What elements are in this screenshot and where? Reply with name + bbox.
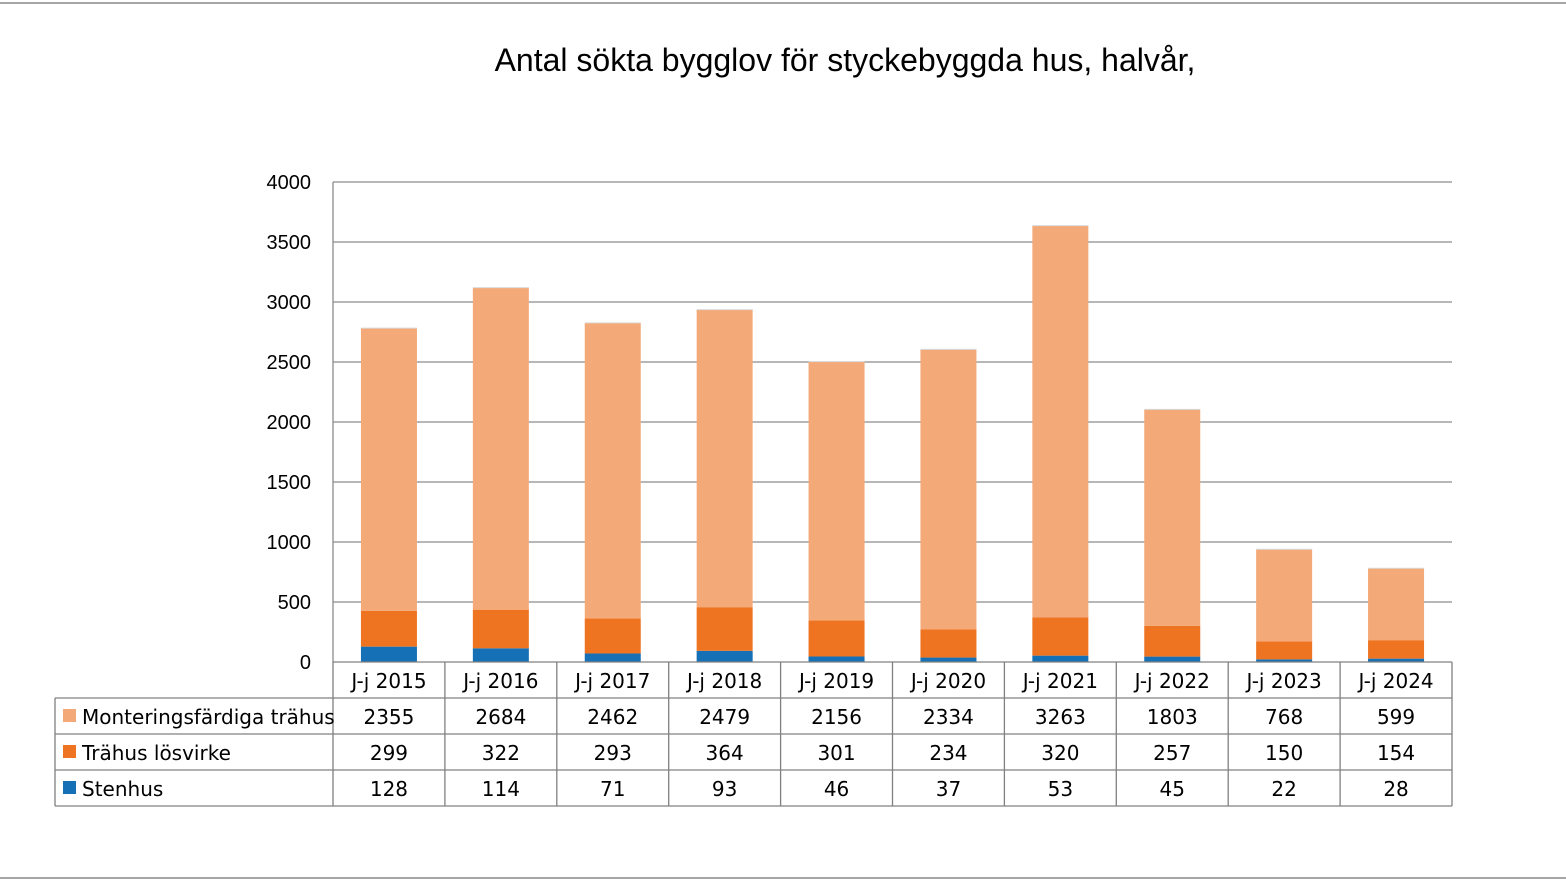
data-table-value: 320 <box>1041 741 1079 765</box>
bar-monteringsfardiga-trahus <box>1144 409 1201 626</box>
data-table-value: 2334 <box>923 705 974 729</box>
x-category-label: J-j 2018 <box>685 669 762 693</box>
data-table-value: 768 <box>1265 705 1303 729</box>
bar-monteringsfardiga-trahus <box>1032 225 1089 618</box>
data-table-value: 1803 <box>1147 705 1198 729</box>
x-category-label: J-j 2023 <box>1245 669 1322 693</box>
y-axis: 0 500 1000 1500 2000 2500 3000 3500 4000 <box>267 172 334 674</box>
data-table-value: 3263 <box>1035 705 1086 729</box>
data-table-value: 46 <box>824 777 849 801</box>
y-tick-label: 3500 <box>267 232 312 254</box>
bar-trahus-losvirke <box>1032 617 1089 656</box>
x-category-label: J-j 2024 <box>1356 669 1433 693</box>
bar-trahus-losvirke <box>1256 641 1313 660</box>
bar-trahus-losvirke <box>696 607 753 651</box>
data-table-value: 299 <box>370 741 408 765</box>
bar-monteringsfardiga-trahus <box>584 322 641 619</box>
legend-label: Monteringsfärdiga trähus <box>82 705 335 729</box>
legend-label: Stenhus <box>82 777 163 801</box>
bar-monteringsfardiga-trahus <box>696 309 753 608</box>
bar-stenhus <box>584 653 641 662</box>
x-category-label: J-j 2015 <box>349 669 426 693</box>
bar-trahus-losvirke <box>472 609 529 649</box>
bottom-border <box>0 877 1566 879</box>
data-table-value: 322 <box>482 741 520 765</box>
bar-trahus-losvirke <box>920 629 977 658</box>
bar-stenhus <box>920 657 977 662</box>
data-table-value: 234 <box>929 741 967 765</box>
bar-monteringsfardiga-trahus <box>1256 549 1313 642</box>
data-table-value: 2684 <box>475 705 526 729</box>
bar-stenhus <box>1256 659 1313 662</box>
data-table-value: 22 <box>1271 777 1296 801</box>
legend-label: Trähus lösvirke <box>81 741 231 765</box>
data-table-value: 2355 <box>363 705 414 729</box>
bars <box>360 225 1425 662</box>
bar-trahus-losvirke <box>1368 640 1425 659</box>
bar-stenhus <box>360 646 417 662</box>
y-tick-label: 1500 <box>267 472 312 494</box>
bar-stenhus <box>472 648 529 662</box>
legend-key-trahus-losvirke <box>63 745 76 758</box>
data-table-value: 2479 <box>699 705 750 729</box>
data-table: J-j 2015 J-j 2016 J-j 2017 J-j 2018 J-j 2019… <box>54 661 1453 807</box>
legend-key-stenhus <box>63 781 76 794</box>
data-table-value: 53 <box>1048 777 1073 801</box>
data-table-value: 45 <box>1160 777 1185 801</box>
data-table-value: 301 <box>817 741 855 765</box>
bar-trahus-losvirke <box>360 610 417 647</box>
data-table-value: 2462 <box>587 705 638 729</box>
x-category-label: J-j 2017 <box>573 669 650 693</box>
y-tick-label: 2000 <box>267 412 312 434</box>
bar-monteringsfardiga-trahus <box>920 349 977 630</box>
bar-monteringsfardiga-trahus <box>1368 568 1425 641</box>
legend-key-monteringsfardiga-trahus <box>63 709 76 722</box>
data-table-value: 37 <box>936 777 961 801</box>
bar-monteringsfardiga-trahus <box>808 361 865 621</box>
y-tick-label: 3000 <box>267 292 312 314</box>
x-category-label: J-j 2022 <box>1133 669 1210 693</box>
bar-stenhus <box>696 650 753 662</box>
data-table-value: 71 <box>600 777 625 801</box>
data-table-value: 28 <box>1383 777 1408 801</box>
x-category-label: J-j 2021 <box>1021 669 1098 693</box>
bar-stenhus <box>1032 655 1089 662</box>
data-table-value: 599 <box>1377 705 1415 729</box>
y-tick-label: 1000 <box>267 532 312 554</box>
bar-monteringsfardiga-trahus <box>472 287 529 610</box>
data-table-value: 128 <box>370 777 408 801</box>
bar-trahus-losvirke <box>1144 625 1201 657</box>
y-tick-label: 2500 <box>267 352 312 374</box>
data-table-value: 257 <box>1153 741 1191 765</box>
data-table-value: 150 <box>1265 741 1303 765</box>
bar-stenhus <box>808 656 865 662</box>
x-category-label: J-j 2019 <box>797 669 874 693</box>
data-table-value: 293 <box>594 741 632 765</box>
x-category-label: J-j 2016 <box>461 669 538 693</box>
bar-trahus-losvirke <box>584 618 641 654</box>
bar-trahus-losvirke <box>808 620 865 657</box>
bar-stenhus <box>1368 658 1425 662</box>
y-tick-label: 0 <box>300 652 311 674</box>
x-category-label: J-j 2020 <box>909 669 986 693</box>
top-border <box>0 2 1566 4</box>
data-table-value: 154 <box>1377 741 1415 765</box>
bar-stenhus <box>1144 656 1201 662</box>
data-table-value: 114 <box>482 777 520 801</box>
bar-monteringsfardiga-trahus <box>360 328 417 611</box>
y-tick-label: 4000 <box>267 172 312 194</box>
data-table-value: 2156 <box>811 705 862 729</box>
y-tick-label: 500 <box>278 592 311 614</box>
data-table-value: 93 <box>712 777 737 801</box>
data-table-value: 364 <box>706 741 744 765</box>
